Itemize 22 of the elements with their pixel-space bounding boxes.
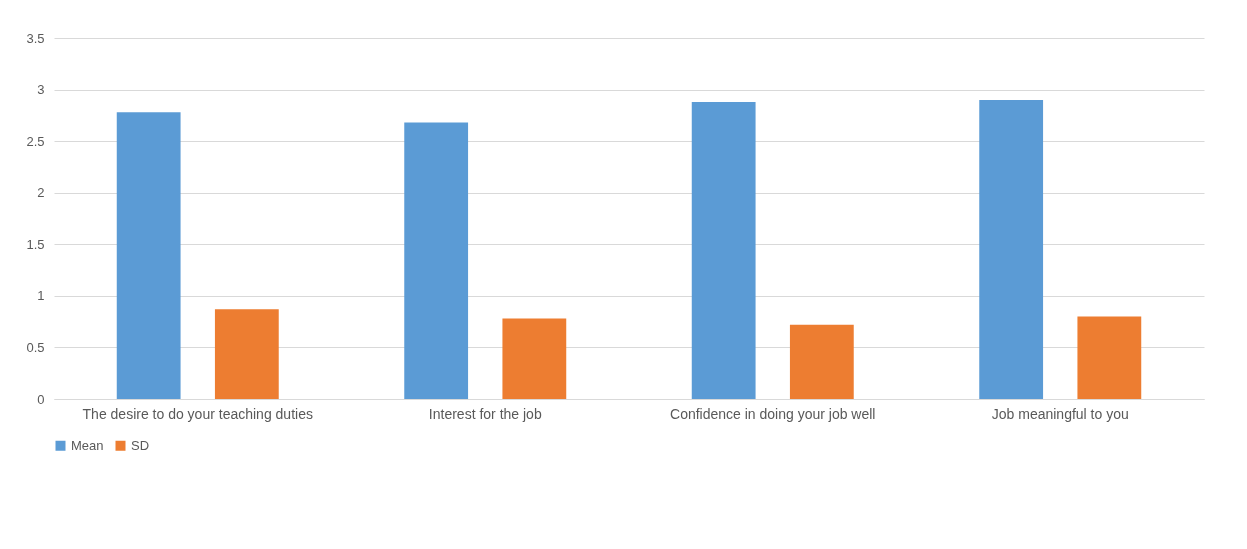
y-tick-label: 3 bbox=[37, 82, 45, 98]
y-tick-label: 3.5 bbox=[26, 30, 45, 46]
y-tick-label: 1.5 bbox=[26, 236, 45, 252]
bar bbox=[116, 112, 181, 399]
legend-label: Mean bbox=[71, 437, 104, 453]
bar bbox=[789, 324, 854, 399]
y-tick-label: 0 bbox=[37, 391, 45, 407]
x-tick-label: Confidence in doing your job well bbox=[670, 405, 876, 422]
bar bbox=[502, 318, 567, 399]
bar bbox=[214, 309, 279, 399]
x-tick-label: Job meaningful to you bbox=[991, 405, 1129, 422]
bar bbox=[691, 101, 756, 399]
y-tick-label: 2 bbox=[37, 185, 45, 201]
y-tick-label: 2.5 bbox=[26, 133, 45, 149]
bar bbox=[404, 122, 469, 399]
y-tick-label: 0.5 bbox=[26, 339, 45, 355]
y-tick-label: 1 bbox=[37, 288, 45, 304]
x-tick-label: The desire to do your teaching duties bbox=[82, 405, 313, 422]
bar bbox=[1077, 316, 1142, 399]
x-tick-label: Interest for the job bbox=[428, 405, 542, 422]
legend-label: SD bbox=[131, 437, 150, 453]
bar bbox=[979, 99, 1044, 399]
